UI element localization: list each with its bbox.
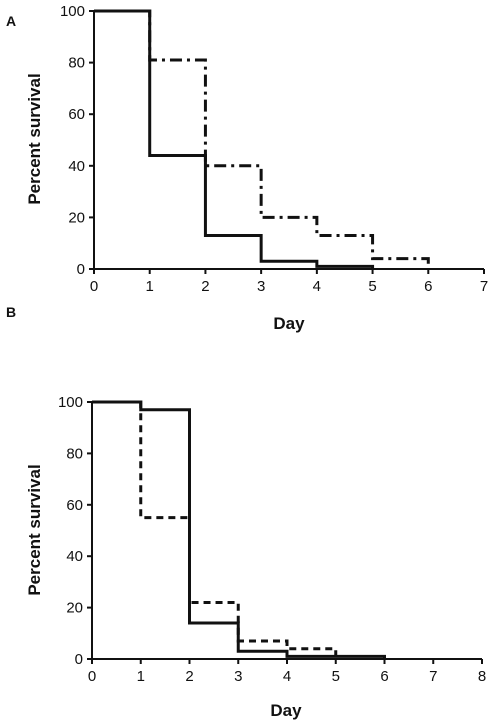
panel-a-x-tick-label: 2 [201,278,209,295]
panel-b-y-tick-label: 80 [66,445,83,462]
panel-a-y-tick-label: 40 [68,158,85,175]
panel-a-series-solid-line [94,9,375,269]
panel-a-axes: 0 1 2 3 4 5 6 7 0 20 40 60 80 100 [60,3,488,295]
panel-b-y-axis-title: Percent survival [25,464,44,595]
panel-b-x-tick-label: 7 [429,668,437,685]
panel-a-x-tick-label: 5 [368,278,376,295]
panel-b-y-tick-label: 20 [66,600,83,617]
panel-a-series [94,9,430,269]
panel-b-x-tick-label: 0 [88,668,96,685]
panel-a-x-tick-label: 7 [480,278,488,295]
panel-b-series-dashed-line [92,400,338,659]
panel-a-y-axis-title: Percent survival [25,73,44,204]
panel-a-x-tick-label: 0 [90,278,98,295]
panel-a-x-tick-label: 1 [146,278,154,295]
panel-a-y-tick-label: 80 [68,55,85,72]
panel-a-x-tick-label: 6 [424,278,432,295]
panel-b-x-tick-label: 6 [380,668,388,685]
panel-a-y-tick-label: 60 [68,106,85,123]
panel-a: A Percent survival Day 0 1 2 3 4 5 6 7 0 20 40 60 80… [6,3,488,333]
panel-a-y-tick-label: 20 [68,209,85,226]
panel-b-series [92,400,386,659]
panel-a-y-tick-label: 0 [77,261,85,278]
panel-b-x-tick-label: 5 [332,668,340,685]
panel-b-x-tick-label: 3 [234,668,242,685]
panel-b-y-tick-label: 40 [66,548,83,565]
panel-b-x-tick-label: 4 [283,668,291,685]
panel-b-y-tick-label: 0 [75,651,83,668]
panel-b-y-tick-label: 60 [66,497,83,514]
panel-b: B Percent survival Day 0 1 2 3 4 5 6 7 802040608… [6,304,486,720]
panel-a-x-axis-title: Day [273,314,305,333]
panel-a-x-tick-label: 3 [257,278,265,295]
panel-a-series-dash-dot-line [94,9,430,269]
panel-b-y-tick-label: 100 [58,394,83,411]
panel-a-x-tick-label: 4 [313,278,321,295]
panel-b-x-tick-label: 2 [185,668,193,685]
panel-a-label: A [6,13,16,29]
panel-b-x-axis-title: Day [270,701,302,720]
panel-b-x-tick-label: 8 [478,668,486,685]
panel-b-label: B [6,304,16,320]
panel-a-y-tick-label: 100 [60,3,85,20]
panel-b-x-tick-label: 1 [137,668,145,685]
